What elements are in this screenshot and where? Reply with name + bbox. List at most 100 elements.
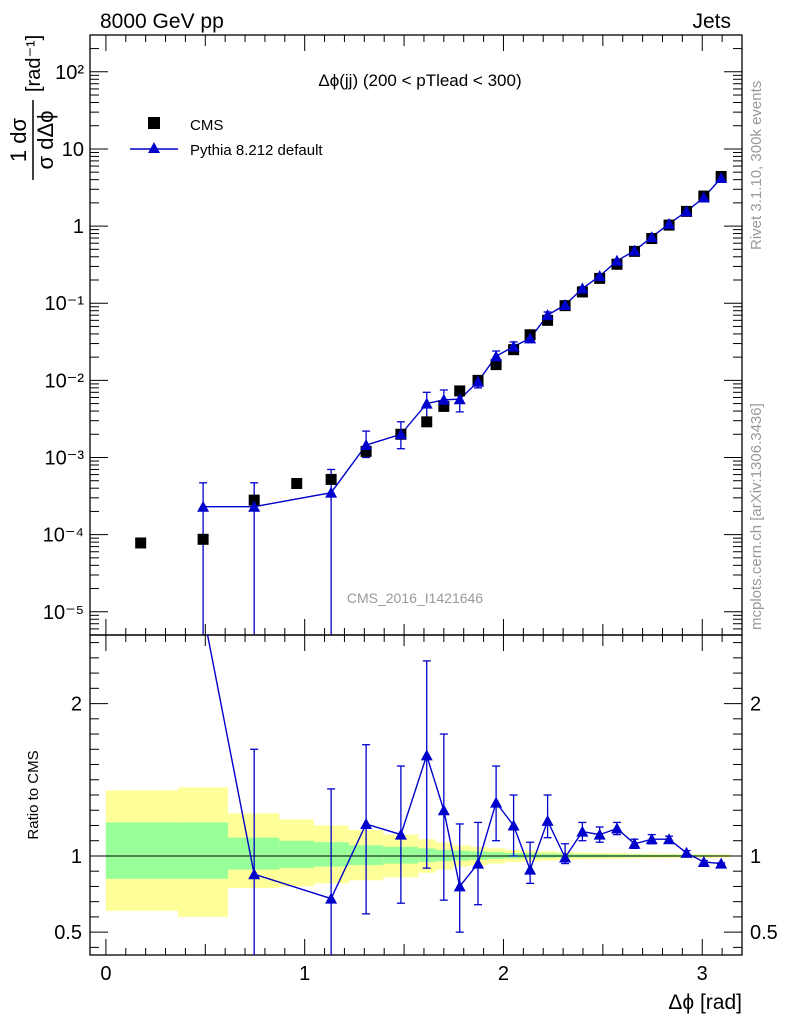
main-panel-frame <box>89 34 743 636</box>
ratio-offscale-segment <box>206 634 255 875</box>
ratio-series-line <box>253 753 722 900</box>
y-tick-label: 10² <box>55 62 84 84</box>
ratio-y-tick-label: 2 <box>71 694 82 716</box>
pythia-data-point <box>697 191 710 203</box>
ratio-data-point <box>541 814 554 826</box>
cms-data-point <box>490 359 502 371</box>
pythia-data-point <box>197 500 210 512</box>
pythia-data-point <box>645 231 658 243</box>
ratio-data-point <box>437 804 450 816</box>
cms-data-point <box>421 416 433 428</box>
ratio-data-point <box>325 892 338 904</box>
legend: CMS Pythia 8.212 default <box>130 117 323 159</box>
x-tick-label: 2 <box>498 963 509 985</box>
rivet-version-label: Rivet 3.1.10, 300k events <box>748 81 765 250</box>
legend-marker-pythia <box>148 142 160 153</box>
ratio-data-point <box>360 817 373 829</box>
ratio-data-point <box>610 822 623 834</box>
pythia-data-point <box>453 393 466 405</box>
y-tick-label: 10⁻⁵ <box>43 602 84 624</box>
ratio-data-point <box>645 833 658 845</box>
y-tick-label: 10 <box>62 139 84 161</box>
uncertainty-band-inner <box>105 822 179 879</box>
pythia-data-point <box>248 500 261 512</box>
y-tick-label: 10⁻¹ <box>45 293 85 315</box>
cms-data-point <box>325 473 337 485</box>
y-tick-label: 10⁻³ <box>45 448 85 470</box>
ratio-data-point <box>524 863 537 875</box>
ratio-data-point <box>697 856 710 868</box>
pythia-data-point <box>437 393 450 405</box>
pythia-data-point <box>524 332 537 344</box>
ratio-data-point <box>559 851 572 863</box>
ratio-data-point <box>680 846 693 858</box>
pythia-data-point <box>541 309 554 321</box>
ratio-data-point <box>576 825 589 837</box>
ratio-y-tick-label-right: 1 <box>750 846 761 868</box>
ratio-data-point <box>715 857 728 869</box>
pythia-series-line <box>203 177 722 508</box>
x-tick-label: 3 <box>697 963 708 985</box>
pythia-data-point <box>628 244 641 256</box>
ratio-y-tick-label-right: 2 <box>750 694 761 716</box>
chart-title: Δϕ(jj) (200 < pTlead < 300) <box>318 71 521 90</box>
y-tick-label: 10⁻⁴ <box>43 525 84 547</box>
ratio-panel: Ratio to CMS Δϕ [rad] 0 1 2 3 0.5 0.5 1 1 2 2 <box>25 619 778 1014</box>
cms-data-point <box>542 314 554 326</box>
legend-marker-cms <box>148 117 160 129</box>
legend-label-cms: CMS <box>190 117 223 134</box>
pythia-data-point <box>610 254 623 266</box>
y-axis-title-main: 1 dσ σ dΔϕ [rad⁻¹] <box>6 35 58 180</box>
main-distribution-panel: Δϕ(jj) (200 < pTlead < 300) CMS_2016_I14… <box>6 34 743 636</box>
header-energy-label: 8000 GeV pp <box>100 10 224 33</box>
y-axis-title-numerator: 1 dσ <box>6 118 31 163</box>
pythia-data-point <box>394 428 407 440</box>
ratio-data-point <box>507 819 520 831</box>
ratio-y-axis-title: Ratio to CMS <box>25 750 42 839</box>
ratio-y-tick-label: 0.5 <box>54 922 82 944</box>
pythia-data-point <box>576 282 589 294</box>
watermark-analysis-id: CMS_2016_I1421646 <box>347 590 483 606</box>
header-process-label: Jets <box>692 10 731 33</box>
cms-data-point <box>360 445 372 457</box>
ratio-data-point <box>593 828 606 840</box>
cms-data-point <box>135 537 147 549</box>
pythia-data-point <box>593 270 606 282</box>
y-tick-label: 10⁻² <box>45 370 85 392</box>
ratio-data-point <box>453 880 466 892</box>
legend-label-pythia: Pythia 8.212 default <box>190 142 323 159</box>
x-tick-label: 1 <box>299 963 310 985</box>
pythia-data-point <box>472 375 485 387</box>
ratio-data-point <box>628 837 641 849</box>
cms-data-point <box>454 385 466 397</box>
ratio-data-point <box>663 833 676 845</box>
cms-data-point <box>291 478 303 490</box>
y-tick-label: 1 <box>73 216 84 238</box>
ratio-data-point <box>472 857 485 869</box>
pythia-data-point <box>559 298 572 310</box>
pythia-data-point <box>507 340 520 352</box>
y-axis-title-unit: [rad⁻¹] <box>23 35 45 92</box>
pythia-data-point <box>325 486 338 498</box>
pythia-data-point <box>680 205 693 217</box>
cms-data-point <box>197 533 209 545</box>
mcplots-reference-label: mcplots.cern.ch [arXiv:1306.3436] <box>748 403 765 630</box>
cms-data-point <box>248 494 260 506</box>
x-tick-label: 0 <box>100 963 111 985</box>
pythia-data-point <box>360 439 373 451</box>
pythia-data-point <box>715 172 728 184</box>
ratio-y-tick-label: 1 <box>71 846 82 868</box>
uncertainty-band-inner <box>279 840 315 869</box>
pythia-data-point <box>420 397 433 409</box>
pythia-data-point <box>663 217 676 229</box>
cms-data-point <box>438 400 450 412</box>
ratio-data-point <box>248 868 261 880</box>
ratio-data-point <box>394 828 407 840</box>
pythia-data-point <box>490 350 503 362</box>
ratio-data-point <box>490 796 503 808</box>
ratio-data-point <box>420 749 433 761</box>
y-axis-title-denominator: σ dΔϕ <box>33 111 58 170</box>
ratio-y-tick-label-right: 0.5 <box>750 922 778 944</box>
uncertainty-band-inner <box>178 822 228 879</box>
